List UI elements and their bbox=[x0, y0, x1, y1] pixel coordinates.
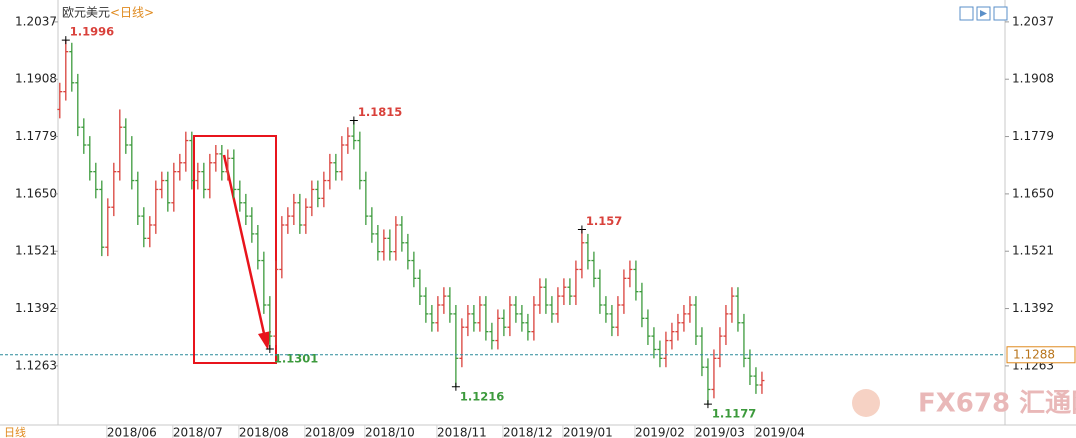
x-tick-label: 2018/09 bbox=[305, 426, 355, 438]
watermark: FX678 汇通网 bbox=[918, 389, 1076, 419]
y-tick-label: 1.1650 bbox=[15, 186, 57, 200]
x-tick-label: 2019/04 bbox=[755, 426, 805, 438]
period-tab[interactable]: 日线 bbox=[4, 425, 26, 438]
x-tick-label: 2018/06 bbox=[107, 426, 157, 438]
y2-tick-label: 1.2037 bbox=[1012, 14, 1054, 28]
arrow-head bbox=[258, 331, 271, 350]
y-tick-label: 1.1908 bbox=[15, 72, 57, 86]
x-tick-label: 2018/07 bbox=[173, 426, 223, 438]
extreme-marker bbox=[61, 36, 70, 45]
last-price-box bbox=[1006, 346, 1076, 364]
x-tick-label: 2019/03 bbox=[695, 426, 745, 438]
x-tick-label: 2018/12 bbox=[503, 426, 553, 438]
zoom-button[interactable] bbox=[959, 6, 974, 21]
extreme-label: 1.157 bbox=[586, 214, 622, 228]
x-tick-label: 2018/11 bbox=[437, 426, 487, 438]
y-tick-label: 1.2037 bbox=[15, 14, 57, 28]
extreme-marker bbox=[349, 116, 358, 125]
y2-tick-label: 1.1779 bbox=[1012, 129, 1054, 143]
y-tick-label: 1.1263 bbox=[15, 358, 57, 372]
x-tick-label: 2018/08 bbox=[239, 426, 289, 438]
extreme-label: 1.1301 bbox=[274, 352, 318, 366]
watermark-logo bbox=[852, 389, 880, 417]
y-tick-label: 1.1392 bbox=[15, 301, 57, 315]
extreme-marker bbox=[265, 345, 274, 353]
x-tick-label: 2019/02 bbox=[635, 426, 685, 438]
x-tick-label: 2018/10 bbox=[365, 426, 415, 438]
y2-tick-label: 1.1392 bbox=[1012, 301, 1054, 315]
extreme-label: 1.1177 bbox=[712, 407, 756, 421]
chart-subtitle: <日线> bbox=[110, 6, 154, 20]
extreme-label: 1.1815 bbox=[358, 105, 402, 119]
y-tick-label: 1.1779 bbox=[15, 129, 57, 143]
x-tick-label: 2019/01 bbox=[563, 426, 613, 438]
extreme-marker bbox=[451, 382, 460, 391]
y-tick-label: 1.1521 bbox=[15, 244, 57, 258]
play-icon bbox=[980, 10, 987, 17]
y2-tick-label: 1.1650 bbox=[1012, 186, 1054, 200]
toolbar bbox=[959, 6, 1008, 21]
extreme-marker bbox=[703, 400, 712, 409]
y2-tick-label: 1.1908 bbox=[1012, 72, 1054, 86]
extreme-label: 1.1216 bbox=[460, 389, 504, 403]
chart-title: 欧元美元 bbox=[62, 6, 110, 20]
highlight-box bbox=[193, 135, 277, 364]
y2-tick-label: 1.1521 bbox=[1012, 244, 1054, 258]
extreme-marker bbox=[577, 225, 586, 234]
extreme-label: 1.1996 bbox=[70, 25, 114, 39]
last-price-label: 1.1288 bbox=[1013, 347, 1055, 361]
end-button[interactable] bbox=[993, 6, 1008, 21]
arrow-shaft bbox=[222, 154, 267, 339]
